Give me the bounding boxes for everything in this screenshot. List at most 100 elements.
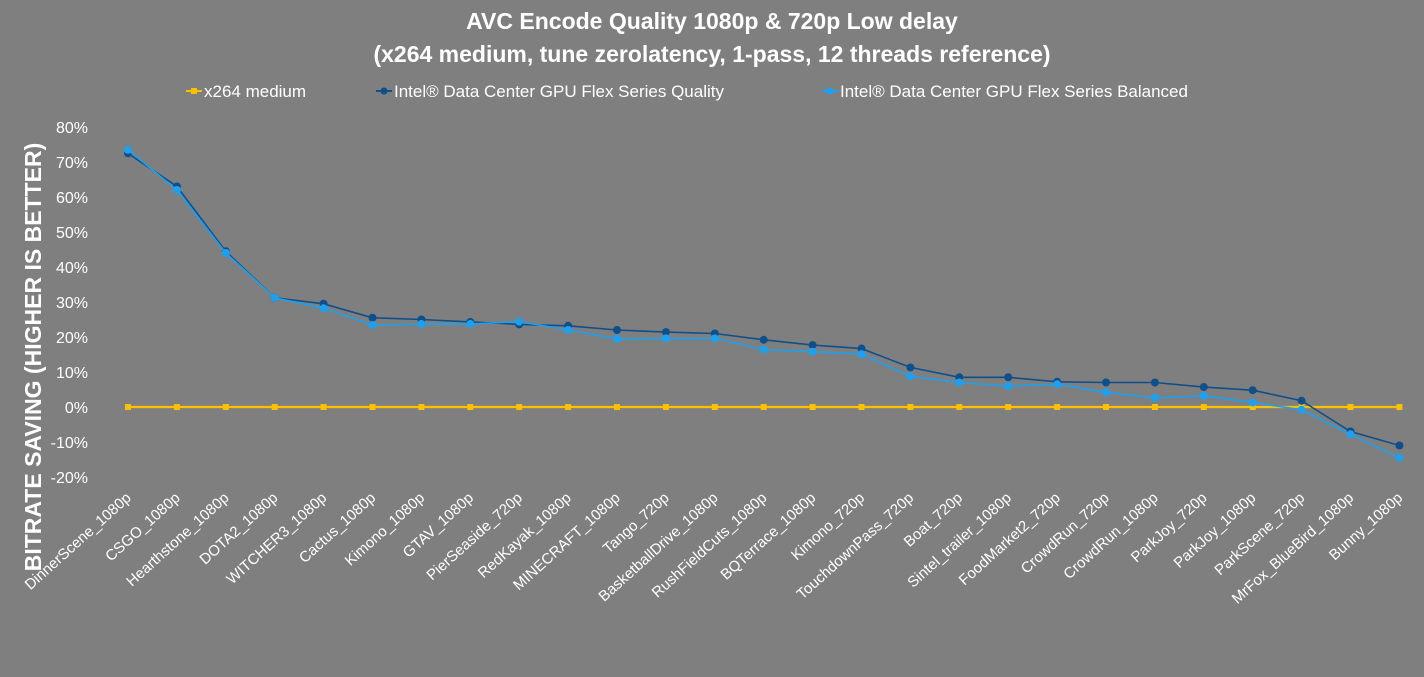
data-point [1395, 441, 1404, 450]
data-point [516, 404, 523, 410]
y-axis-label: BITRATE SAVING (HIGHER IS BETTER) [20, 143, 46, 572]
data-point [173, 404, 180, 410]
data-point [956, 404, 963, 410]
data-point [857, 344, 866, 353]
data-point [515, 317, 524, 326]
data-point [1200, 404, 1207, 410]
data-point [1004, 382, 1013, 390]
data-point [1150, 378, 1159, 387]
data-point [711, 404, 718, 410]
data-point [809, 404, 816, 410]
data-point [1054, 404, 1061, 410]
y-axis-ticks: 80% 70% 60% 50% 40% 30% 20% 10% 0% -10% -20% [51, 120, 88, 487]
data-point [857, 350, 866, 359]
data-point [417, 320, 426, 329]
legend-marker [191, 88, 197, 94]
data-point [124, 145, 132, 154]
data-point [418, 404, 425, 410]
data-point [955, 378, 964, 387]
y-tick-label: -10% [51, 435, 88, 452]
x-tick-label: ParkJoy_1080p [1171, 489, 1260, 571]
data-point [1248, 386, 1257, 395]
data-point [808, 347, 817, 356]
plot-area [124, 145, 1404, 462]
data-point [172, 186, 181, 194]
chart-title: AVC Encode Quality 1080p & 720p Low dela… [466, 8, 958, 34]
legend: x264 medium Intel® Data Center GPU Flex S… [186, 82, 1188, 101]
data-point [320, 404, 327, 410]
data-point [1199, 391, 1208, 400]
data-point [270, 293, 279, 302]
y-tick-label: 20% [56, 330, 88, 347]
data-point [858, 404, 865, 410]
y-tick-label: 50% [56, 225, 88, 242]
data-point [1396, 404, 1403, 410]
data-point [759, 345, 768, 354]
data-point [710, 334, 719, 343]
y-tick-label: 70% [56, 155, 88, 172]
y-tick-label: 0% [65, 400, 88, 417]
data-point [613, 326, 621, 334]
data-point [760, 404, 767, 410]
y-tick-label: 40% [56, 260, 88, 277]
series-3 [124, 145, 1404, 462]
data-point [1102, 378, 1110, 387]
data-point [614, 404, 620, 410]
data-point [1199, 383, 1208, 392]
y-tick-label: 80% [56, 120, 88, 137]
data-point [319, 304, 328, 313]
data-point [1347, 404, 1354, 410]
data-point [125, 404, 131, 410]
y-tick-label: 30% [56, 295, 88, 312]
data-point [368, 313, 377, 322]
series-1 [125, 404, 1403, 410]
data-point [661, 328, 670, 337]
legend-label: Intel® Data Center GPU Flex Series Balan… [840, 82, 1188, 101]
data-point [221, 249, 230, 257]
data-point [1249, 404, 1256, 410]
y-tick-label: 60% [56, 190, 88, 207]
data-point [907, 404, 914, 410]
legend-marker [380, 87, 388, 95]
y-tick-label: 10% [56, 365, 88, 382]
data-point [661, 334, 670, 343]
data-point [1053, 380, 1062, 389]
data-point [808, 341, 817, 350]
data-point [222, 404, 229, 410]
legend-marker [826, 87, 834, 95]
x-tick-label: CrowdRun_720p [1018, 489, 1113, 577]
legend-item: x264 medium [186, 82, 306, 101]
data-point [1395, 453, 1404, 462]
data-point [369, 404, 376, 410]
data-point [1248, 398, 1257, 407]
data-point [1102, 388, 1110, 397]
data-point [906, 372, 915, 381]
legend-label: Intel® Data Center GPU Flex Series Quali… [394, 82, 724, 101]
legend-item: Intel® Data Center GPU Flex Series Quali… [376, 82, 724, 101]
y-tick-label: -20% [51, 470, 88, 487]
x-axis-ticks: DinnerScene_1080pCSGO_1080pHearthstone_1… [22, 489, 1406, 607]
data-point [1151, 404, 1158, 410]
legend-item: Intel® Data Center GPU Flex Series Balan… [822, 82, 1188, 101]
data-point [1005, 404, 1012, 410]
data-point [613, 334, 621, 343]
series-line [127, 152, 1400, 447]
data-point [1150, 393, 1159, 402]
legend-label: x264 medium [204, 82, 306, 101]
data-point [1297, 405, 1306, 414]
data-point [1103, 404, 1109, 410]
data-point [759, 335, 768, 344]
data-point [467, 404, 474, 410]
data-point [662, 404, 669, 410]
data-point [271, 404, 278, 410]
data-point [1346, 430, 1355, 439]
data-point [466, 320, 475, 329]
data-point [1297, 396, 1306, 405]
data-point [565, 404, 572, 410]
data-point [1004, 373, 1013, 382]
data-point [906, 363, 915, 372]
chart-subtitle: (x264 medium, tune zerolatency, 1-pass, … [373, 41, 1050, 67]
data-point [564, 326, 573, 334]
data-point [368, 321, 377, 330]
